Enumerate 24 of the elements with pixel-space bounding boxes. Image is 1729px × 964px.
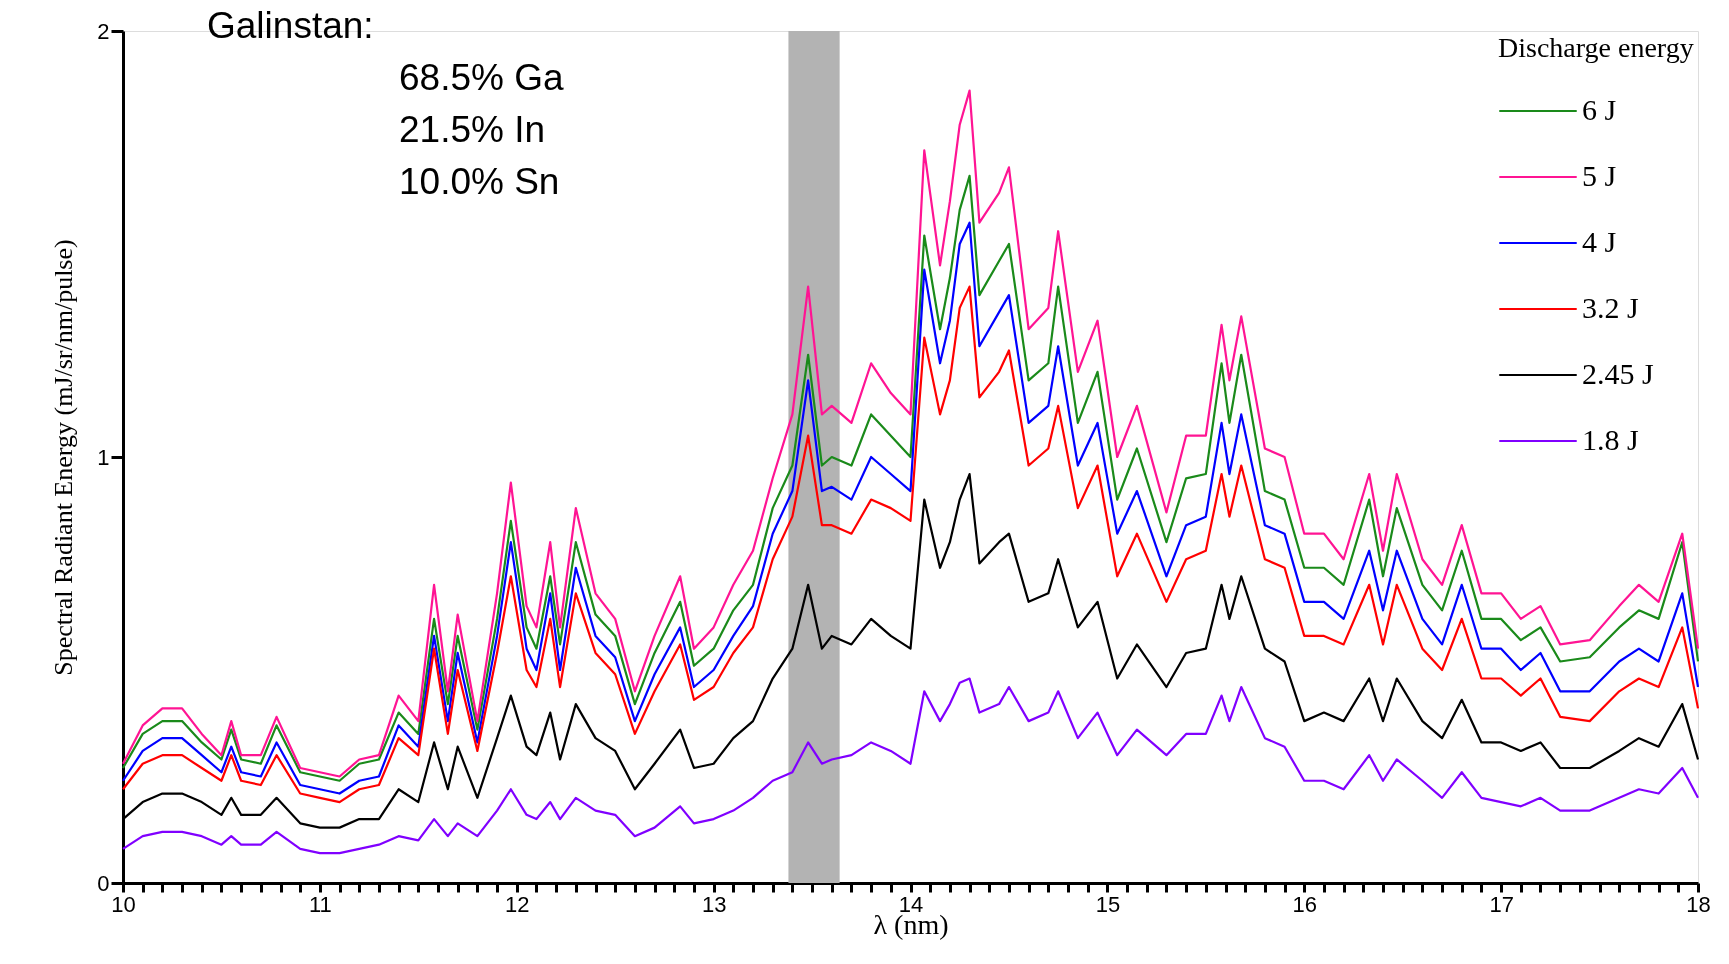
x-tick-label: 10	[111, 891, 136, 917]
legend-label: 5 J	[1582, 159, 1617, 192]
legend-label: 2.45 J	[1582, 357, 1654, 390]
x-tick-label: 15	[1095, 891, 1121, 917]
legend-label: 6 J	[1582, 93, 1617, 126]
x-tick-label: 12	[505, 891, 530, 917]
y-tick-label: 2	[97, 18, 110, 44]
legend-label: 1.8 J	[1582, 423, 1639, 456]
y-axis-title: Spectral Radiant Energy (mJ/sr/nm/pulse)	[49, 239, 79, 676]
x-tick-label: 17	[1489, 891, 1514, 917]
line-series	[121, 677, 1700, 855]
annotation: Galinstan:	[207, 5, 374, 46]
legend-title: Discharge energy	[1498, 32, 1694, 63]
annotation: 10.0% Sn	[399, 161, 560, 202]
x-tick-label: 13	[701, 891, 727, 917]
x-tick-label: 11	[308, 891, 332, 917]
x-tick-label: 18	[1686, 891, 1711, 917]
annotation: 68.5% Ga	[399, 57, 564, 98]
y-tick-label: 0	[97, 870, 110, 896]
x-tick-label: 16	[1292, 891, 1317, 917]
legend-label: 3.2 J	[1582, 291, 1639, 324]
annotation: 21.5% In	[399, 109, 546, 150]
legend-label: 4 J	[1582, 225, 1617, 258]
y-tick-label: 1	[97, 444, 110, 470]
